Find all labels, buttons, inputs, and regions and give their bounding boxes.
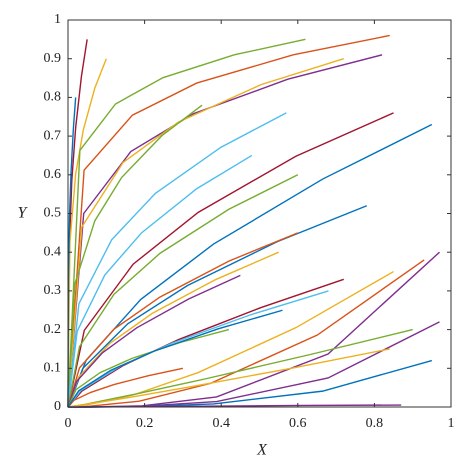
- x-tick-label: 1: [448, 416, 455, 431]
- x-tick-label: 0.2: [136, 416, 154, 431]
- curve: [67, 309, 283, 408]
- curve: [67, 348, 390, 408]
- y-axis-label: Y: [18, 205, 29, 222]
- y-tick-label: 0.6: [44, 167, 62, 182]
- y-tick-label: 0.7: [44, 128, 62, 143]
- y-tick-label: 0.1: [44, 361, 62, 376]
- y-tick-label: 1: [54, 12, 61, 27]
- y-tick-label: 0.5: [44, 206, 62, 221]
- y-tick-label: 0.2: [44, 322, 62, 337]
- plot-frame: [67, 19, 452, 408]
- curve: [67, 58, 344, 408]
- x-tick-label: 0.8: [366, 416, 384, 431]
- y-tick-label: 0.8: [44, 90, 62, 105]
- curve: [67, 274, 241, 408]
- curve: [67, 328, 230, 408]
- y-tick-label: 0: [54, 399, 61, 414]
- curve: [67, 54, 383, 408]
- curve: [67, 205, 368, 408]
- y-tick-label: 0.9: [44, 51, 62, 66]
- y-tick-label: 0.4: [44, 244, 62, 259]
- x-tick-label: 0.4: [212, 416, 230, 431]
- x-tick-label: 0.6: [289, 416, 307, 431]
- x-tick-label: 0: [65, 416, 72, 431]
- curve: [67, 38, 306, 408]
- curve: [67, 367, 184, 408]
- curve: [67, 232, 299, 408]
- curve: [68, 251, 440, 408]
- y-tick-label: 0.3: [44, 283, 62, 298]
- curve: [67, 104, 203, 408]
- curve: [67, 174, 299, 408]
- x-axis-label: X: [256, 442, 268, 459]
- curve: [67, 34, 390, 408]
- curve: [67, 154, 253, 408]
- curve: [67, 112, 287, 408]
